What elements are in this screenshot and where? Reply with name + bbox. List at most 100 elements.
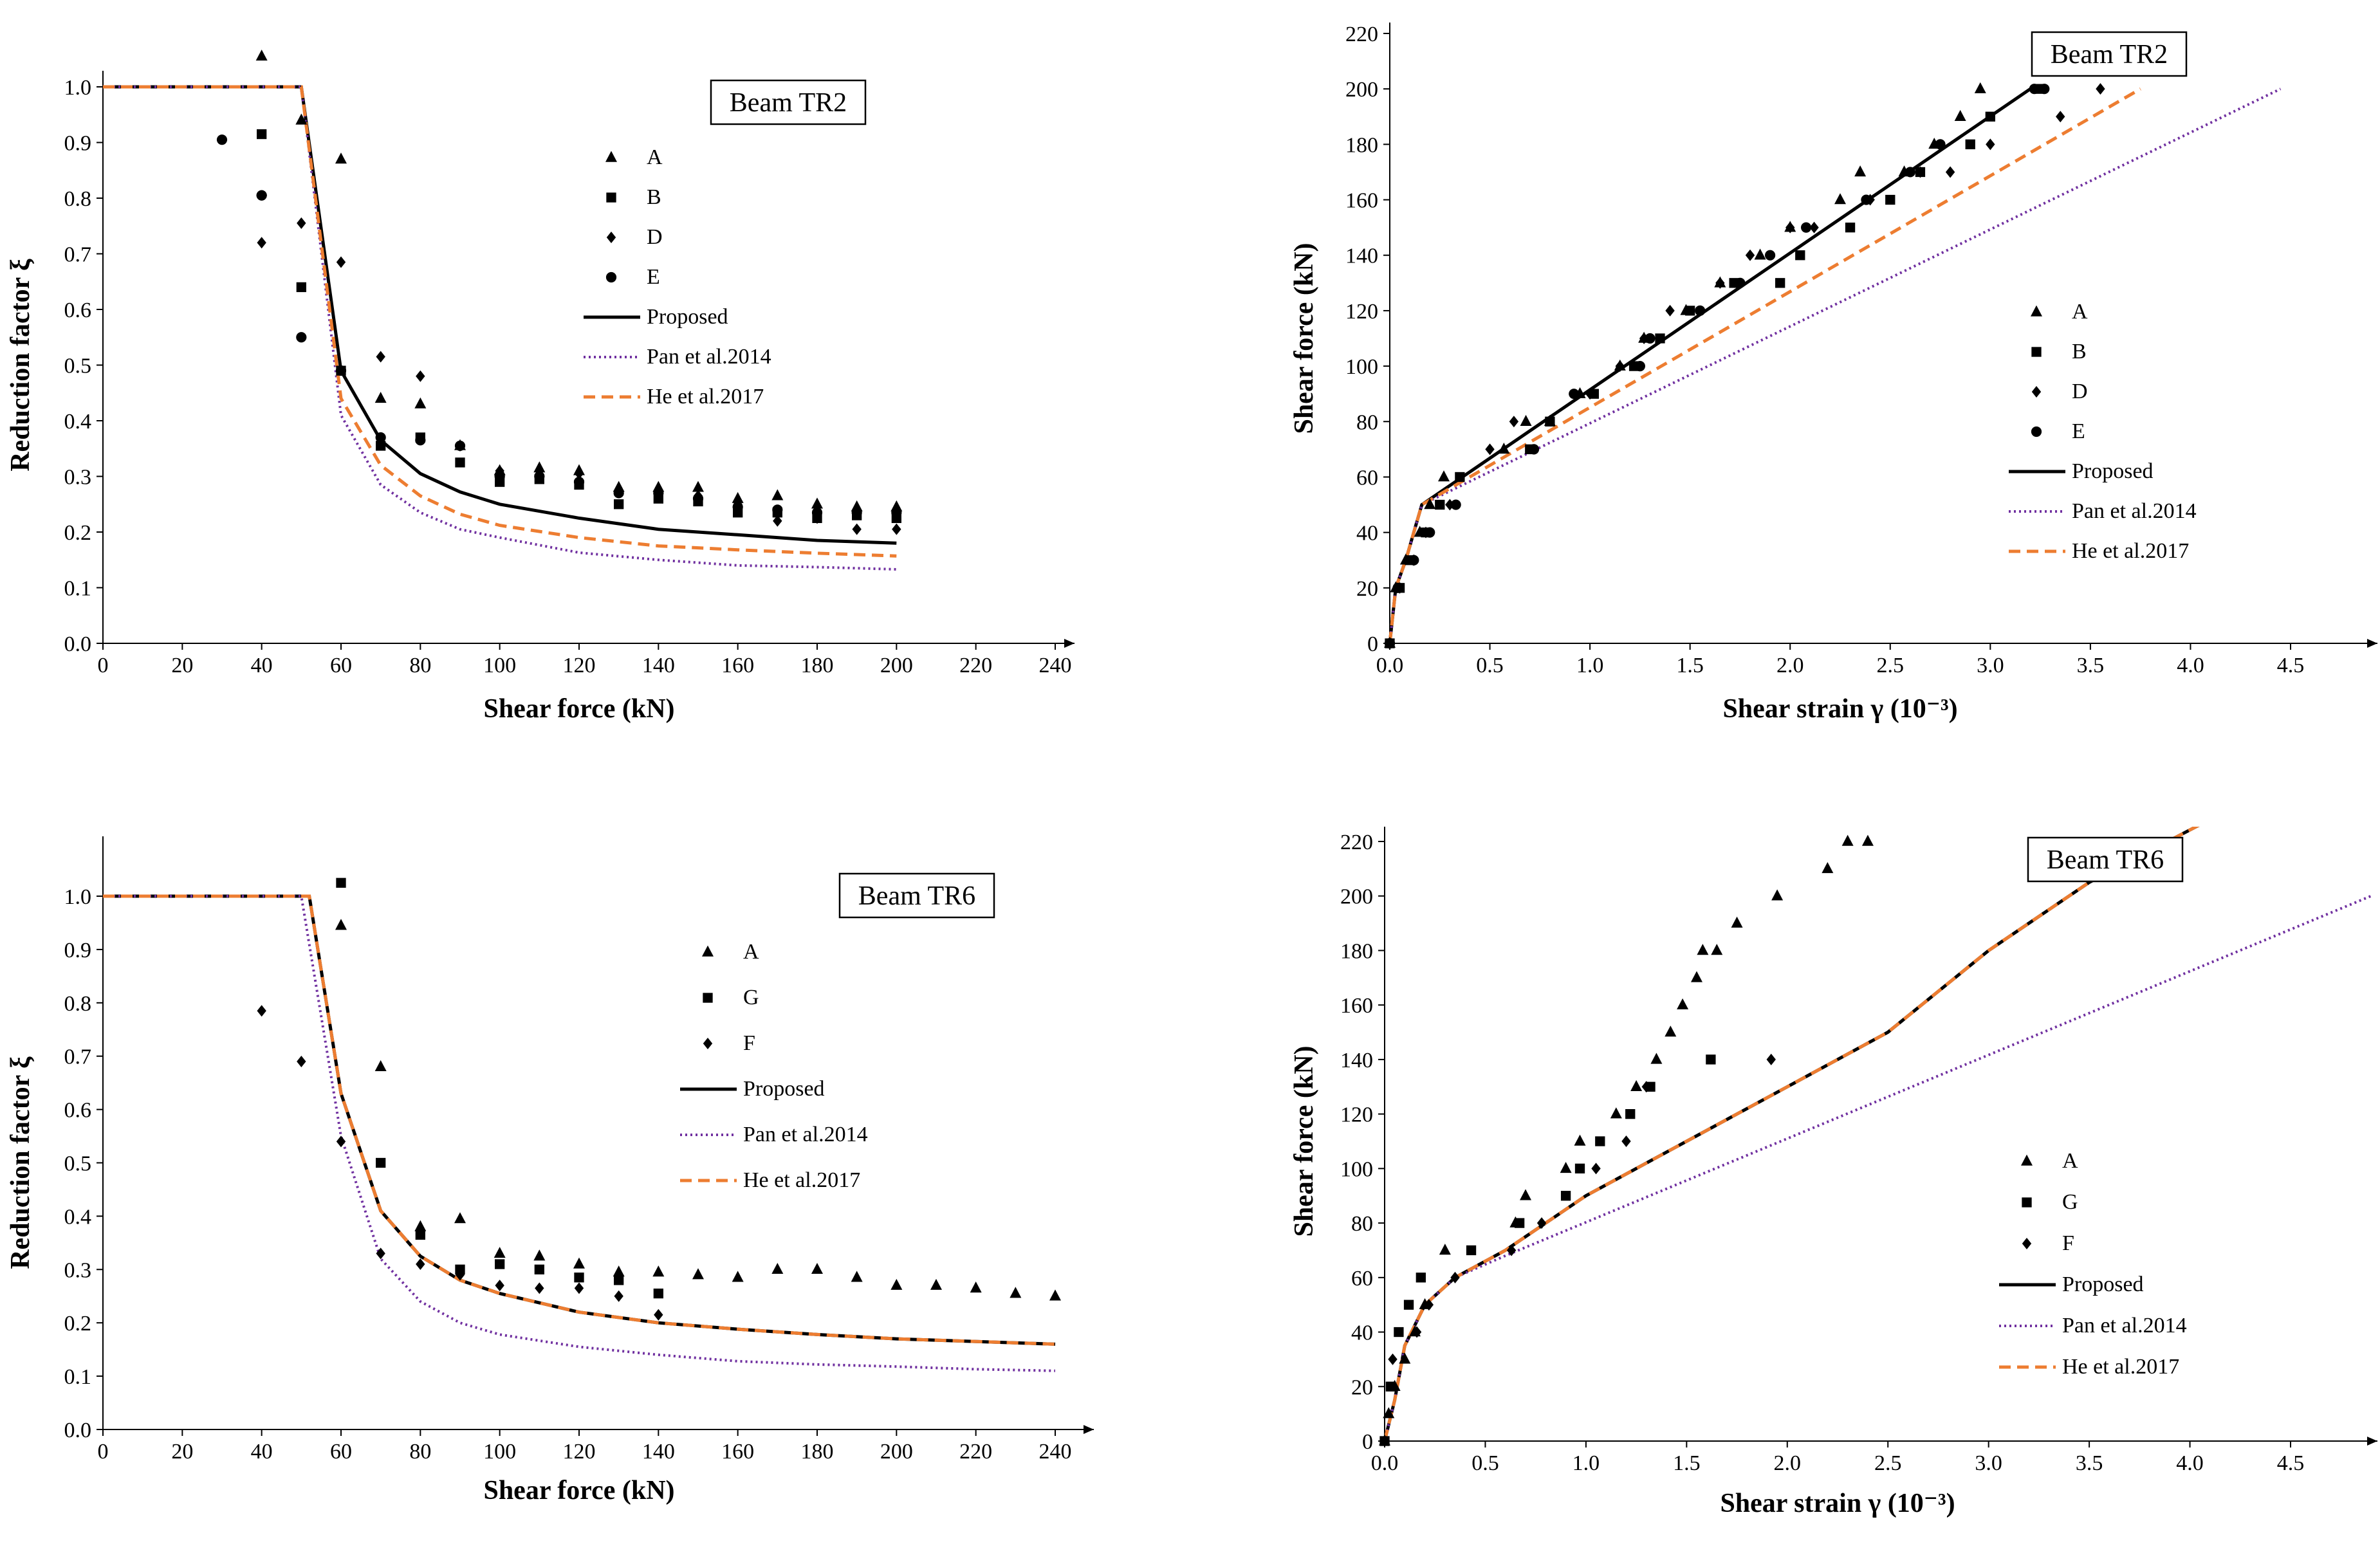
data-point-e [811, 507, 823, 518]
data-point-d [1986, 138, 1995, 151]
x-tick-label: 20 [171, 654, 193, 677]
legend-label: A [647, 145, 663, 169]
data-point-a [1697, 944, 1709, 955]
y-tick-label: 200 [1345, 78, 1378, 102]
data-point-f [336, 1135, 346, 1148]
y-axis-label: Reduction factor ξ [6, 1056, 35, 1269]
legend-label: E [2072, 419, 2085, 443]
scatter-series-a [1384, 82, 1986, 648]
x-tick-label: 240 [1039, 654, 1072, 677]
data-point-b [1685, 306, 1695, 316]
y-tick-label: 140 [1345, 244, 1378, 268]
data-point-a [970, 1281, 982, 1293]
data-point-a [1650, 1052, 1663, 1064]
x-tick-label: 2.5 [1877, 654, 1905, 677]
x-tick-label: 2.5 [1874, 1451, 1902, 1475]
legend-label: Proposed [743, 1077, 825, 1101]
legend-label: He et al.2017 [743, 1168, 860, 1192]
data-point-e [1735, 277, 1746, 288]
legend-marker-a [702, 945, 714, 957]
beam-title: Beam TR2 [730, 88, 847, 118]
series-line-pan-et-al-2014 [103, 86, 897, 571]
data-point-e [296, 332, 307, 343]
data-point-e [732, 501, 743, 513]
data-point-a [573, 1257, 585, 1269]
x-tick-label: 140 [642, 654, 675, 677]
data-point-d [257, 237, 266, 249]
y-tick-label: 0.1 [64, 577, 92, 601]
data-point-a [374, 1060, 387, 1072]
beam-title: Beam TR2 [2051, 40, 2168, 69]
legend-marker-d [606, 232, 616, 243]
data-point-d [1615, 360, 1625, 372]
data-point-f [535, 1282, 544, 1294]
data-point-a [1520, 1189, 1532, 1200]
y-tick-label: 100 [1345, 355, 1378, 379]
x-tick-label: 240 [1039, 1440, 1072, 1464]
legend-label: A [2072, 300, 2088, 324]
legend-label: A [2062, 1149, 2078, 1173]
scatter-series-g [1379, 1054, 1716, 1446]
data-point-g [1385, 1381, 1396, 1392]
x-axis-label: Shear strain γ (10⁻³) [1722, 694, 1957, 724]
data-point-e [2029, 84, 2040, 95]
x-tick-label: 0 [98, 654, 109, 677]
scatter-series-e [216, 134, 902, 518]
data-point-g [336, 878, 346, 888]
data-point-d [1715, 277, 1725, 289]
chart-panel-3: 0 20 40 60 80 100 120 140 160 180 200 220 240 0.0 0.1 0… [6, 836, 1094, 1505]
series-line-he-et-al-2017 [103, 85, 897, 558]
data-point-e [1935, 139, 1946, 150]
series-line-proposed [1388, 87, 2032, 644]
data-point-d [336, 256, 346, 268]
y-tick-label: 1.0 [64, 885, 92, 909]
y-axis-label: Shear force (kN) [1289, 243, 1319, 434]
data-point-a [1498, 443, 1510, 454]
y-tick-label: 120 [1340, 1103, 1373, 1127]
y-tick-label: 60 [1351, 1267, 1373, 1291]
data-point-g [1706, 1054, 1716, 1065]
x-tick-label: 4.5 [2277, 654, 2305, 677]
data-point-f [1536, 1217, 1547, 1229]
data-point-d [297, 217, 306, 229]
legend-label: G [2062, 1190, 2078, 1214]
y-tick-label: 0.5 [64, 354, 92, 378]
legend-label: B [647, 185, 661, 209]
y-tick-label: 0 [1367, 632, 1378, 656]
beam-title: Beam TR6 [858, 881, 975, 911]
y-tick-label: 0.0 [64, 632, 92, 656]
data-point-b [1985, 111, 1995, 122]
y-tick-label: 0.6 [64, 1099, 92, 1123]
data-point-b [257, 129, 267, 140]
x-tick-label: 100 [483, 1440, 516, 1464]
data-point-b [1455, 472, 1465, 482]
data-point-b [1845, 222, 1856, 233]
legend-marker-g [2022, 1197, 2032, 1208]
x-tick-label: 180 [801, 654, 834, 677]
data-point-e [613, 488, 624, 499]
legend: AGF Proposed Pan et al.2014 He et al.2017 [1999, 1149, 2187, 1379]
x-tick-label: 0 [98, 1440, 109, 1464]
series-line-he-et-al-2017 [1388, 87, 2141, 644]
data-point-g [415, 1229, 425, 1240]
x-tick-label: 180 [801, 1440, 834, 1464]
data-point-b [455, 457, 465, 468]
y-tick-label: 180 [1345, 133, 1378, 157]
y-tick-label: 0.7 [64, 1045, 92, 1069]
chart-panel-2: 0.0 0.5 1.0 1.5 2.0 2.5 3.0 3.5 4.0 4.5 0 20 40 60 80 1… [1289, 23, 2377, 724]
y-tick-label: 80 [1351, 1212, 1373, 1236]
x-axis-arrow-icon [1084, 1425, 1094, 1434]
data-point-f [297, 1055, 306, 1067]
data-point-a [1630, 1080, 1643, 1092]
data-point-f [495, 1280, 504, 1292]
legend-marker-a [605, 151, 617, 162]
legend-label: Pan et al.2014 [743, 1123, 868, 1146]
x-axis-label: Shear force (kN) [483, 1476, 674, 1505]
legend-label: G [743, 986, 759, 1009]
legend-marker-b [606, 192, 616, 203]
legend-label: Proposed [2062, 1273, 2144, 1296]
data-point-a [732, 492, 744, 503]
data-point-a [1771, 889, 1784, 901]
data-point-a [692, 481, 704, 492]
legend-label: E [647, 265, 660, 289]
